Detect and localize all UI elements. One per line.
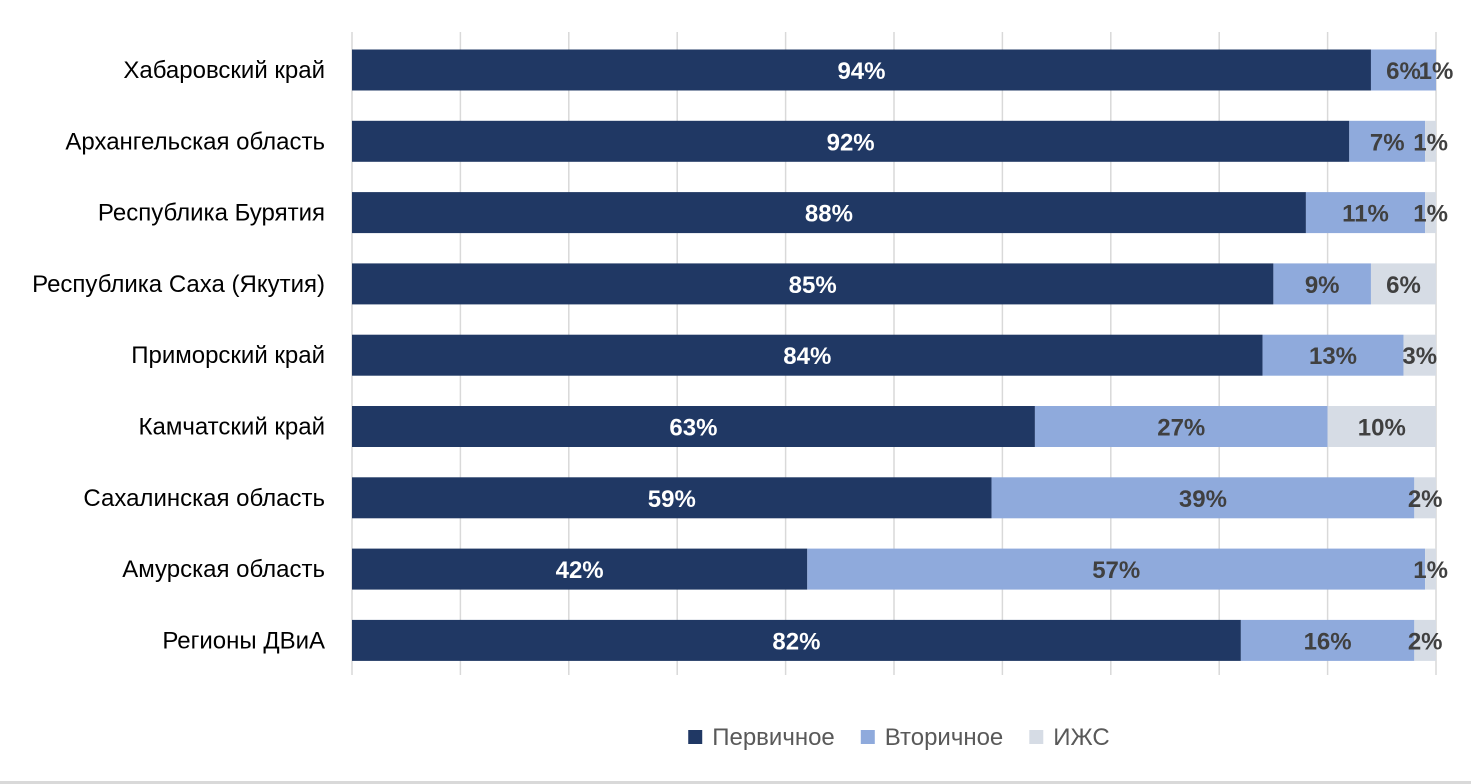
data-label: 9% [1305, 272, 1340, 299]
data-label: 16% [1304, 628, 1352, 655]
bar-segment [1370, 263, 1436, 305]
category-label: Хабаровский край [123, 57, 325, 84]
bar-segment [1034, 406, 1328, 447]
data-label: 11% [1342, 201, 1389, 228]
bar-segment [1240, 619, 1415, 661]
data-label: 27% [1157, 415, 1205, 442]
legend: Первичное Вторичное ИЖС [688, 724, 1110, 751]
data-label: 92% [827, 129, 875, 156]
bottom-border [0, 781, 1471, 784]
data-label: 94% [837, 58, 885, 85]
legend-swatch [860, 730, 875, 744]
data-label: 1% [1413, 129, 1448, 156]
data-label: 7% [1370, 129, 1405, 156]
bar-segment [352, 619, 1241, 661]
data-label: 2% [1408, 628, 1443, 655]
bar-segment [352, 120, 1350, 162]
bar-segment [1273, 263, 1371, 305]
bar-segment [1327, 406, 1436, 447]
legend-item: Вторичное [860, 724, 1004, 751]
legend-swatch [1029, 730, 1044, 744]
data-label: 1% [1413, 201, 1448, 228]
category-label: Архангельская область [65, 128, 325, 155]
category-label: Камчатский край [139, 414, 325, 441]
bar-segment [807, 548, 1426, 590]
bars [352, 49, 1436, 661]
legend-swatch [688, 730, 703, 744]
bar-segment [1349, 120, 1426, 162]
legend-label: ИЖС [1053, 724, 1109, 751]
bar-segment [1414, 619, 1436, 661]
category-labels: Хабаровский край Архангельская область Рес… [32, 57, 325, 654]
data-label: 3% [1402, 343, 1437, 370]
data-label: 6% [1386, 58, 1421, 85]
bar-segment [1262, 334, 1404, 376]
category-label: Амурская область [122, 556, 325, 583]
data-label: 1% [1413, 557, 1448, 584]
data-label: 85% [789, 272, 837, 299]
data-label: 2% [1408, 486, 1443, 513]
data-label: 57% [1092, 557, 1140, 584]
data-labels: 94% 6%1%92% 7% 1%88% 11% 1%85% 9% 6%84% 13% 3%63%… [556, 58, 1454, 655]
bar-segment [1305, 192, 1426, 234]
category-label: Сахалинская область [83, 485, 325, 512]
category-label: Республика Саха (Якутия) [32, 271, 325, 298]
bar-segment [1425, 192, 1436, 234]
data-label: 6% [1386, 272, 1421, 299]
legend-item: ИЖС [1029, 724, 1110, 751]
data-label: 59% [648, 486, 696, 513]
data-label: 39% [1179, 486, 1227, 513]
bar-segment [352, 334, 1263, 376]
category-label: Республика Бурятия [98, 200, 325, 227]
bar-segment [1370, 49, 1436, 91]
data-label: 88% [805, 201, 853, 228]
category-label: Приморский край [131, 342, 325, 369]
bar-segment [352, 406, 1035, 447]
data-label: 42% [556, 557, 604, 584]
data-label: 82% [772, 628, 820, 655]
legend-item: Первичное [688, 724, 835, 751]
data-label: 84% [783, 343, 831, 370]
bar-segment [1414, 477, 1436, 519]
bar-segment [352, 263, 1274, 305]
legend-label: Вторичное [885, 724, 1004, 751]
bar-segment [991, 477, 1415, 519]
category-label: Регионы ДВиА [162, 627, 325, 654]
bar-segment [352, 49, 1371, 91]
bar-segment [352, 477, 992, 519]
data-label: 13% [1309, 343, 1357, 370]
bar-segment [1425, 548, 1436, 590]
bar-segment [1403, 334, 1436, 376]
data-label: 63% [669, 415, 717, 442]
bar-segment [352, 192, 1306, 234]
bar-segment [1425, 120, 1436, 162]
data-label: 1% [1419, 58, 1454, 85]
legend-label: Первичное [712, 724, 835, 751]
data-label: 10% [1358, 415, 1406, 442]
bar-segment [352, 548, 808, 590]
